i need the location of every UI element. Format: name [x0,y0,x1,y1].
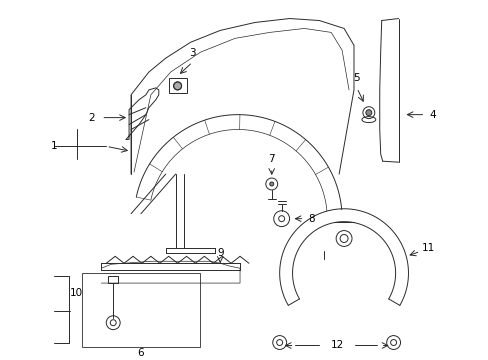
Text: 11: 11 [421,243,434,253]
Text: 6: 6 [137,348,144,359]
Bar [108,276,118,283]
Text: 7: 7 [268,154,274,164]
Circle shape [365,110,371,116]
Text: 10: 10 [70,288,83,298]
Text: 3: 3 [189,48,195,58]
Text: 4: 4 [428,110,435,120]
Text: 8: 8 [307,214,314,224]
Text: 1: 1 [50,141,57,151]
Text: 12: 12 [330,341,343,351]
Text: 2: 2 [88,113,95,123]
Circle shape [269,182,273,186]
Text: 9: 9 [217,248,223,258]
Bar [81,273,200,347]
Bar [168,78,186,93]
Circle shape [173,82,181,90]
Text: 5: 5 [353,73,360,83]
